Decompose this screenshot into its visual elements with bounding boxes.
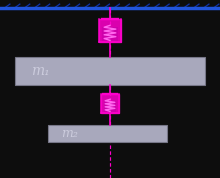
Text: m₂: m₂ [62,127,79,140]
Bar [15,57,205,85]
Text: m₁: m₁ [31,64,50,78]
Bar [104,101,116,112]
Bar [101,94,119,113]
Bar [48,125,167,142]
Bar [99,19,121,42]
Bar [102,27,118,41]
